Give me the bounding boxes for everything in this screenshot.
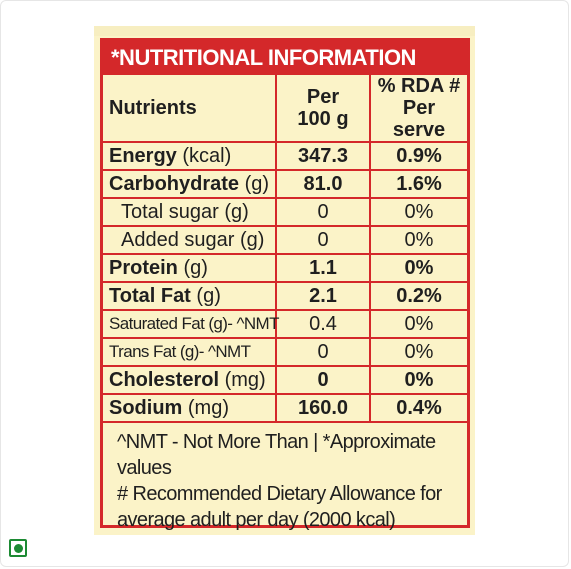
value-rda: 0.4% (369, 393, 467, 423)
value-per-100g: 0.4 (275, 309, 371, 339)
cropped-label-text (94, 26, 475, 36)
nutrient-name: Total Fat (g) (103, 281, 277, 311)
value-per-100g: 0 (275, 337, 371, 367)
value-rda: 0% (369, 253, 467, 283)
nutrient-name: Carbohydrate (g) (103, 169, 277, 199)
nutrient-name: Added sugar (g) (103, 225, 277, 255)
value-per-100g: 347.3 (275, 141, 371, 171)
veg-dot (13, 543, 23, 553)
value-per-100g: 1.1 (275, 253, 371, 283)
footnote-rda: # Recommended Dietary Allowance for (117, 483, 442, 505)
table-row-cholesterol: Cholesterol (mg) 0 0% (103, 365, 467, 395)
value-rda: 0% (369, 309, 467, 339)
value-per-100g: 2.1 (275, 281, 371, 311)
header-row: Nutrients Per 100 g % RDA # Per serve (103, 75, 467, 143)
value-rda: 0% (369, 197, 467, 227)
nutrient-name: Total sugar (g) (103, 197, 277, 227)
footnotes: ^NMT - Not More Than | *Approximate valu… (103, 423, 467, 533)
footnote-nmt: ^NMT - Not More Than | *Approximate valu… (117, 431, 436, 479)
table-row-carbohydrate: Carbohydrate (g) 81.0 1.6% (103, 169, 467, 199)
value-rda: 0.2% (369, 281, 467, 311)
table-row-total-sugar: Total sugar (g) 0 0% (103, 197, 467, 227)
value-rda: 0% (369, 225, 467, 255)
nutrition-title: *NUTRITIONAL INFORMATION (103, 41, 467, 75)
nutrient-name: Energy (kcal) (103, 141, 277, 171)
header-per-line1: Per (306, 86, 340, 108)
nutrient-name: Saturated Fat (g)- ^NMT (103, 309, 279, 339)
nutrient-name: Trans Fat (g)- ^NMT (103, 337, 277, 367)
footnote-rda-cont: average adult per day (2000 kcal) (117, 509, 396, 531)
table-row-sodium: Sodium (mg) 160.0 0.4% (103, 393, 467, 423)
header-per-100g: Per 100 g (275, 75, 371, 143)
nutrition-panel: *NUTRITIONAL INFORMATION Nutrients Per 1… (100, 38, 470, 531)
veg-symbol-icon (9, 539, 27, 557)
value-per-100g: 0 (275, 225, 371, 255)
header-rda-line1: % RDA # (377, 75, 461, 97)
header-rda: % RDA # Per serve (369, 75, 467, 143)
value-per-100g: 81.0 (275, 169, 371, 199)
nutrient-name: Cholesterol (mg) (103, 365, 277, 395)
value-per-100g: 0 (275, 197, 371, 227)
table-row-added-sugar: Added sugar (g) 0 0% (103, 225, 467, 255)
value-rda: 1.6% (369, 169, 467, 199)
value-rda: 0% (369, 337, 467, 367)
header-nutrients: Nutrients (103, 75, 277, 143)
value-per-100g: 0 (275, 365, 371, 395)
value-rda: 0.9% (369, 141, 467, 171)
value-per-100g: 160.0 (275, 393, 371, 423)
nutrient-name: Protein (g) (103, 253, 277, 283)
nutrient-name: Sodium (mg) (103, 393, 277, 423)
value-rda: 0% (369, 365, 467, 395)
table-row-trans-fat: Trans Fat (g)- ^NMT 0 0% (103, 337, 467, 367)
nutrition-table: Nutrients Per 100 g % RDA # Per serve En… (103, 75, 467, 423)
table-row-protein: Protein (g) 1.1 0% (103, 253, 467, 283)
table-row-total-fat: Total Fat (g) 2.1 0.2% (103, 281, 467, 311)
header-per-line2: 100 g (297, 108, 349, 130)
table-row-energy: Energy (kcal) 347.3 0.9% (103, 141, 467, 171)
header-rda-line2: Per serve (392, 97, 446, 141)
table-row-saturated-fat: Saturated Fat (g)- ^NMT 0.4 0% (103, 309, 467, 339)
